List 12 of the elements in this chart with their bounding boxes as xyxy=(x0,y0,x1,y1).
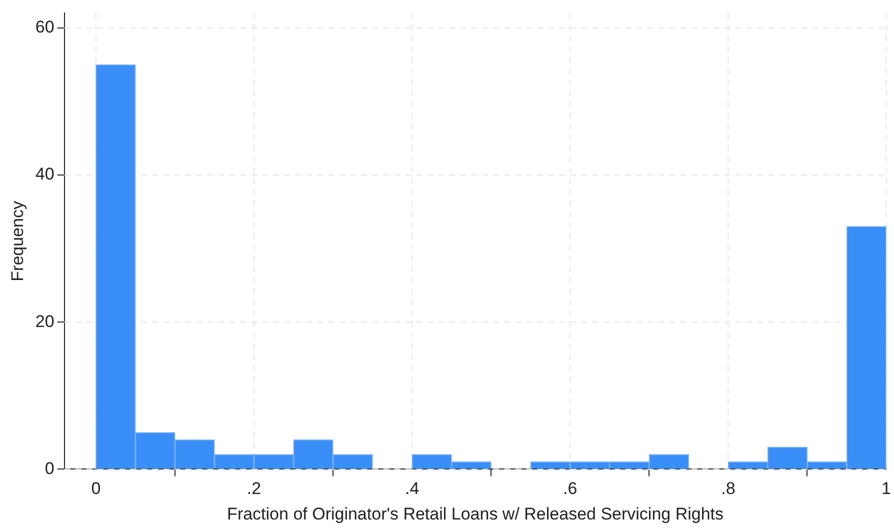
y-tick-label: 40 xyxy=(35,164,54,184)
y-tick-label: 60 xyxy=(35,18,54,37)
x-tick-label: .2 xyxy=(246,479,262,498)
x-tick-label: .6 xyxy=(563,479,578,498)
y-tick-label: 20 xyxy=(35,312,54,331)
x-tick-label: .8 xyxy=(721,479,736,498)
y-tick-label: 0 xyxy=(44,458,54,478)
y-axis-title: Frequency xyxy=(8,200,27,282)
x-tick-label: .4 xyxy=(404,479,420,498)
x-tick-label: 1 xyxy=(882,479,892,498)
x-tick-label: 0 xyxy=(91,479,101,498)
x-axis-title: Fraction of Originator's Retail Loans w/ Released Servicing Rights xyxy=(227,504,724,524)
